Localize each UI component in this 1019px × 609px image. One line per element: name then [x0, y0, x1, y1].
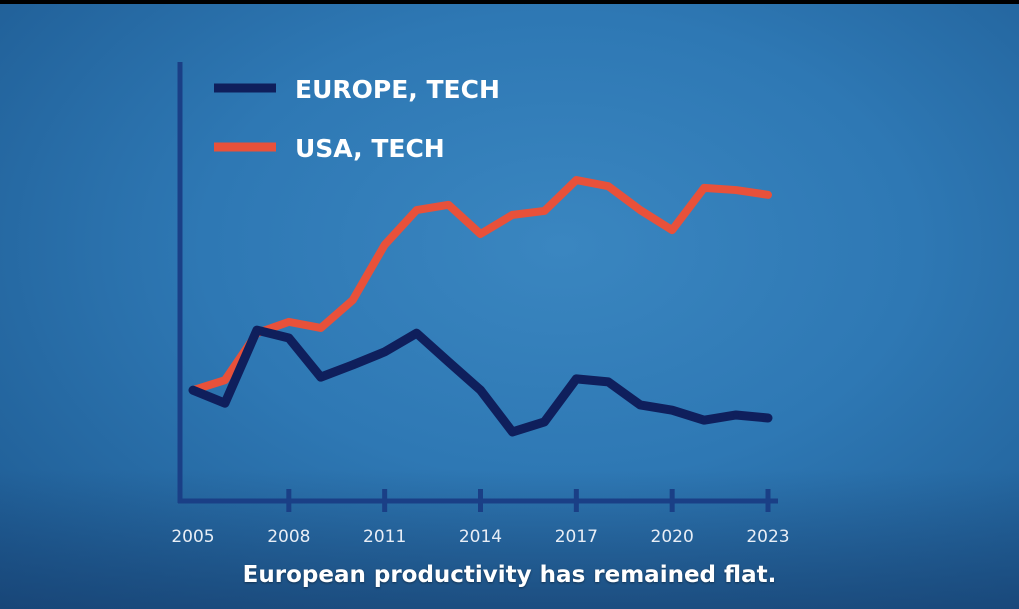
data-point [605, 183, 612, 190]
data-point [669, 227, 676, 234]
bottom-shade [0, 469, 1019, 609]
data-point [765, 191, 771, 198]
x-tick-label: 2020 [651, 527, 694, 547]
data-point [541, 207, 548, 214]
data-point [701, 417, 708, 424]
data-point [637, 207, 644, 214]
subtitle-caption: European productivity has remained flat. [242, 562, 777, 588]
data-point [413, 330, 420, 337]
data-point [349, 297, 356, 304]
legend-label: EUROPE, TECH [295, 75, 500, 104]
data-point [445, 201, 452, 208]
data-point [669, 407, 676, 414]
line-chart: 2005 2008 2011 2014 2017 2020 2023 EUROPE, TECH… [171, 62, 790, 547]
data-point [477, 387, 484, 394]
data-point [381, 241, 388, 248]
data-point [253, 327, 260, 334]
x-tick-label: 2008 [267, 527, 310, 547]
data-point [701, 184, 708, 191]
x-tick-label: 2005 [171, 527, 214, 547]
data-point [509, 211, 516, 218]
data-point [765, 415, 771, 422]
legend-label: USA, TECH [295, 134, 445, 163]
data-point [637, 401, 644, 408]
data-point [477, 231, 484, 237]
data-point [445, 358, 452, 365]
data-point [221, 400, 228, 407]
data-point [317, 324, 324, 331]
data-point [381, 348, 388, 355]
data-point [221, 377, 228, 384]
data-point [733, 187, 740, 194]
x-tick-label: 2014 [459, 527, 502, 547]
data-point [317, 374, 324, 381]
data-point [509, 428, 516, 435]
data-point [285, 334, 292, 341]
data-point [190, 387, 196, 394]
data-point [285, 318, 292, 325]
data-point [413, 207, 420, 214]
data-point [733, 411, 740, 418]
series-line-usa [189, 176, 772, 395]
data-point [349, 361, 356, 368]
x-tick-label: 2017 [555, 527, 598, 547]
data-point [573, 375, 580, 382]
video-frame: 2005 2008 2011 2014 2017 2020 2023 EUROPE, TECH… [0, 4, 1019, 609]
series-line-europe [188, 325, 773, 437]
data-point [541, 418, 548, 425]
x-tick-label: 2023 [746, 527, 789, 547]
data-point [573, 177, 580, 184]
x-tick-label: 2011 [363, 527, 406, 547]
data-point [605, 378, 612, 385]
